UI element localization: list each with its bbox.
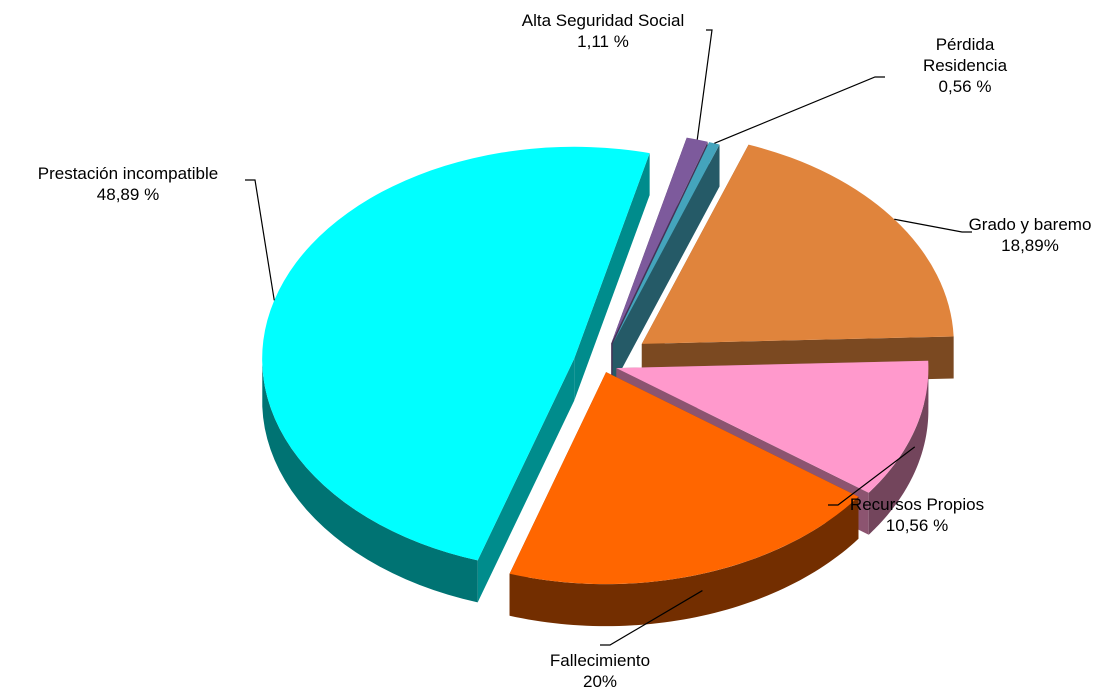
slice-wall <box>612 144 720 386</box>
value-label: 10,56 % <box>885 516 949 535</box>
pie-slice <box>509 372 859 585</box>
category-name: Pérdida Residencia <box>922 35 1008 75</box>
pie-slice <box>262 146 650 561</box>
slice-label: Fallecimiento 20% <box>550 650 650 692</box>
category-name: Grado y baremo <box>968 215 1092 234</box>
leader-line <box>894 218 972 233</box>
slice-label: Recursos Propios 10,56 % <box>850 494 984 536</box>
slice <box>509 372 859 627</box>
pie-slice <box>641 144 954 344</box>
slice <box>262 146 650 603</box>
value-label: 18,89% <box>1001 236 1059 255</box>
slice-label: Grado y baremo 18,89% <box>969 214 1092 256</box>
leader-line <box>714 76 885 144</box>
leader-line <box>600 590 703 646</box>
value-label: 1,11 % <box>577 32 629 51</box>
slice-side <box>262 364 478 603</box>
slice-label: Pérdida Residencia 0,56 % <box>910 34 1020 97</box>
leader-line <box>828 446 916 506</box>
slice-side <box>509 496 859 627</box>
category-name: Fallecimiento <box>549 651 651 670</box>
pie-slice <box>612 142 720 344</box>
value-label: 0,56 % <box>938 77 992 96</box>
slice <box>612 142 720 386</box>
slice-label: Prestación incompatible 48,89 % <box>38 163 218 205</box>
pie-slice <box>611 137 708 344</box>
value-label: 20% <box>582 672 618 691</box>
slice-wall <box>477 358 575 603</box>
slice-side <box>868 370 929 535</box>
leader-line <box>696 29 713 140</box>
leader-line <box>245 179 275 301</box>
category-name: Prestación incompatible <box>37 164 219 183</box>
category-name: Recursos Propios <box>849 495 985 514</box>
pie-slice <box>616 360 929 493</box>
category-name: Alta Seguridad Social <box>521 11 685 30</box>
slice-wall <box>574 153 650 401</box>
slice-label: Alta Seguridad Social 1,11 % <box>522 10 685 52</box>
value-label: 48,89 % <box>96 185 160 204</box>
